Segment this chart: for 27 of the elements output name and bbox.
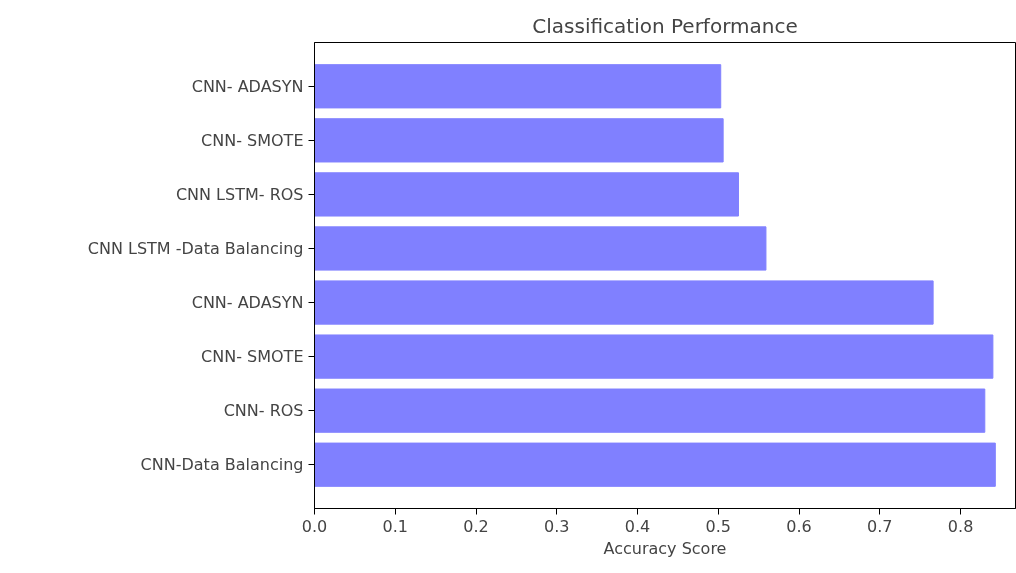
y-tick-label: CNN- SMOTE (201, 347, 304, 367)
y-tick-label: CNN LSTM- ROS (175, 184, 304, 204)
bar (314, 118, 724, 163)
x-tick-label: 0.3 (544, 516, 570, 536)
x-tick-label: 0.6 (786, 516, 812, 536)
bar (314, 280, 934, 325)
x-tick-label: 0.1 (382, 516, 408, 536)
y-tick-label: CNN LSTM -Data Balancing (87, 238, 304, 258)
y-tick-label: CNN- ROS (223, 401, 304, 421)
bar (314, 64, 722, 109)
chart-title: Classification Performance (532, 13, 798, 38)
x-tick-label: 0.7 (867, 516, 893, 536)
bar (314, 172, 739, 217)
x-axis-title: Accuracy Score (603, 538, 727, 558)
bar (314, 334, 994, 379)
x-tick-label: 0.8 (947, 516, 974, 536)
y-tick-label: CNN-Data Balancing (140, 455, 304, 475)
x-tick-label: 0.0 (301, 516, 328, 536)
y-tick-label: CNN- SMOTE (201, 130, 304, 150)
bar (314, 226, 767, 271)
x-tick-label: 0.2 (463, 516, 489, 536)
bar (314, 388, 986, 433)
y-tick-label: CNN- ADASYN (191, 293, 304, 313)
y-tick-label: CNN- ADASYN (191, 76, 304, 96)
bar (314, 442, 996, 487)
x-tick-label: 0.5 (705, 516, 732, 536)
x-tick-label: 0.4 (624, 516, 651, 536)
